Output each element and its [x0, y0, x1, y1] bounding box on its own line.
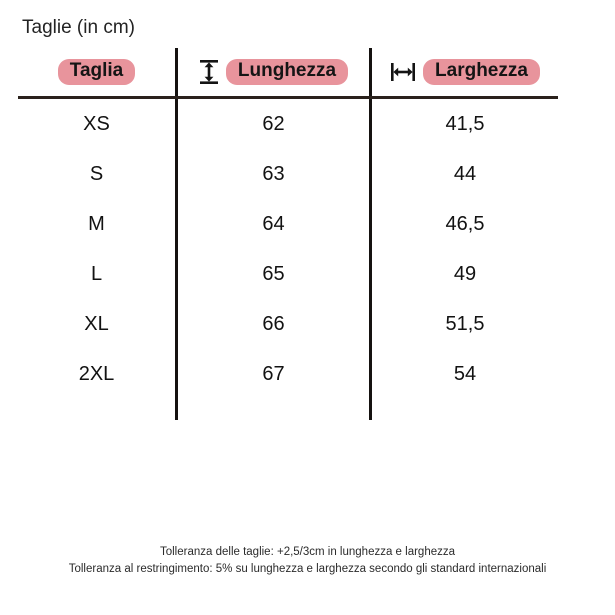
header-label-width: Larghezza [423, 59, 540, 85]
footer-notes: Tolleranza delle taglie: +2,5/3cm in lun… [0, 544, 615, 578]
table-row: XL 66 51,5 [18, 299, 558, 349]
header-rule [18, 96, 558, 99]
cell-length: 66 [262, 312, 285, 335]
tolerance-note-sizes: Tolleranza delle taglie: +2,5/3cm in lun… [159, 546, 456, 558]
cell-size: M [88, 212, 105, 235]
cell-size: 2XL [78, 362, 115, 385]
column-divider-2 [369, 48, 372, 420]
cell-length: 62 [262, 112, 285, 135]
header-cell-size: Taglia [18, 48, 175, 96]
size-table: Taglia Lunghezza [18, 48, 558, 420]
cell-width: 41,5 [445, 112, 485, 135]
table-row: 2XL 67 54 [18, 349, 558, 399]
cell-size: XS [83, 112, 110, 135]
table-row: S 63 44 [18, 149, 558, 199]
header-cell-length: Lunghezza [178, 48, 369, 96]
horizontal-double-arrow-icon [390, 62, 416, 82]
table-row: M 64 46,5 [18, 199, 558, 249]
cell-width: 49 [453, 262, 477, 285]
cell-width: 51,5 [445, 312, 485, 335]
cell-width: 44 [453, 162, 477, 185]
header-label-size: Taglia [57, 59, 136, 85]
table-row: XS 62 41,5 [18, 99, 558, 149]
cell-width: 54 [453, 362, 477, 385]
column-divider-1 [175, 48, 178, 420]
cell-length: 65 [262, 262, 285, 285]
table-body: XS 62 41,5 S 63 44 M 64 46,5 L 65 49 XL 66 51,5 2XL 67 54 [18, 99, 558, 420]
cell-size: L [90, 262, 103, 285]
header-cell-width: Larghezza [372, 48, 558, 96]
vertical-double-arrow-icon [199, 59, 219, 85]
table-header-row: Taglia Lunghezza [18, 48, 558, 96]
table-row: L 65 49 [18, 249, 558, 299]
tolerance-note-shrinkage: Tolleranza al restringimento: 5% su lung… [68, 563, 547, 575]
header-label-length: Lunghezza [225, 59, 349, 85]
cell-width: 46,5 [445, 212, 485, 235]
cell-length: 67 [262, 362, 285, 385]
cell-size: XL [84, 312, 109, 335]
page-title: Taglie (in cm) [22, 17, 135, 38]
cell-size: S [89, 162, 104, 185]
cell-length: 63 [262, 162, 285, 185]
cell-length: 64 [262, 212, 285, 235]
